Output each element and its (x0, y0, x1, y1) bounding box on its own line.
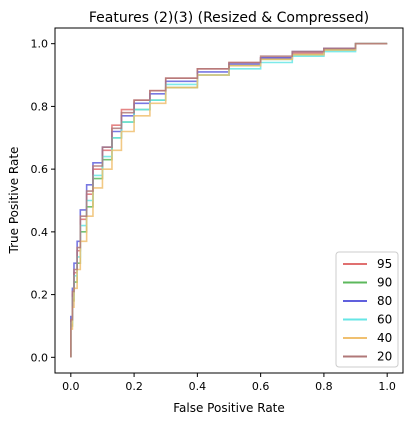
y-axis-label: True Positive Rate (7, 147, 21, 255)
x-tick-label: 0.6 (252, 380, 270, 393)
y-axis-ticks: 0.0 0.2 0.4 0.6 0.8 1.0 (31, 38, 55, 364)
y-tick-label: 0.2 (31, 289, 49, 302)
legend-label-60: 60 (377, 313, 392, 327)
x-tick-label: 0.8 (315, 380, 333, 393)
legend-label-40: 40 (377, 331, 392, 345)
chart-title: Features (2)(3) (Resized & Compressed) (89, 10, 369, 26)
x-tick-label: 0.2 (125, 380, 143, 393)
series-line-20 (70, 42, 388, 358)
y-tick-label: 0.8 (31, 100, 49, 113)
legend-label-80: 80 (377, 294, 392, 308)
legend-label-95: 95 (377, 257, 392, 271)
y-tick-label: 0.0 (31, 351, 49, 364)
y-tick-label: 0.4 (31, 226, 49, 239)
legend-label-90: 90 (377, 276, 392, 290)
series-lines (70, 42, 388, 358)
legend: 95 90 80 60 40 20 (335, 251, 399, 368)
legend-label-20: 20 (377, 350, 392, 364)
y-tick-label: 1.0 (31, 38, 49, 51)
series-line-40 (70, 42, 388, 358)
plot-frame (54, 27, 404, 374)
x-tick-label: 1.0 (378, 380, 396, 393)
x-axis-label: False Positive Rate (173, 401, 285, 415)
x-tick-label: 0.4 (189, 380, 207, 393)
x-axis-ticks: 0.0 0.2 0.4 0.6 0.8 1.0 (62, 373, 396, 393)
x-tick-label: 0.0 (62, 380, 80, 393)
y-tick-label: 0.6 (31, 163, 49, 176)
